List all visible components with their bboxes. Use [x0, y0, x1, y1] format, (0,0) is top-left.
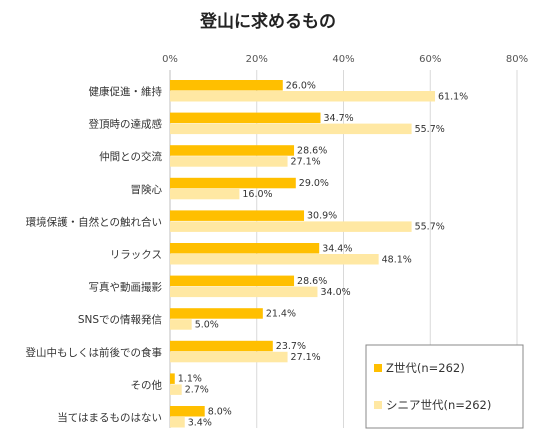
bar-z: [170, 373, 175, 384]
data-label: 16.0%: [242, 189, 272, 200]
category-label: 登山中もしくは前後での食事: [26, 346, 163, 359]
data-label: 34.0%: [320, 287, 350, 298]
bar-senior: [170, 417, 185, 428]
data-label: 27.1%: [291, 156, 321, 167]
bar-senior: [170, 123, 412, 135]
data-label: 21.4%: [266, 308, 296, 319]
data-label: 26.0%: [286, 80, 316, 91]
x-tick-label: 20%: [246, 54, 268, 65]
data-label: 34.7%: [324, 113, 354, 124]
category-label: 当てはまるものはない: [57, 411, 162, 424]
data-label: 48.1%: [382, 254, 412, 265]
x-tick-label: 40%: [332, 54, 354, 65]
category-labels: 健康促進・維持登頂時の達成感仲間との交流冒険心環境保護・自然との触れ合いリラック…: [26, 85, 163, 424]
bar-senior: [170, 384, 182, 395]
bar-senior: [170, 91, 436, 102]
category-label: 冒険心: [131, 184, 163, 196]
x-tick-label: 60%: [419, 54, 441, 65]
bar-senior: [170, 286, 318, 298]
data-label: 23.7%: [276, 341, 306, 352]
data-label: 55.7%: [415, 222, 445, 233]
bar-z: [170, 177, 296, 189]
bar-z: [170, 80, 283, 91]
category-label: 写真や動画撮影: [89, 281, 163, 294]
data-label: 30.9%: [307, 211, 337, 222]
data-label: 28.6%: [297, 276, 327, 287]
category-label: リラックス: [110, 249, 162, 261]
category-label: 仲間との交流: [99, 150, 162, 163]
category-label: 健康促進・維持: [89, 85, 163, 98]
x-axis-ticks: 0% 20% 40% 60% 80%: [162, 54, 528, 65]
category-label: SNSでの情報発信: [78, 313, 162, 326]
bar-z: [170, 243, 320, 254]
data-label: 29.0%: [299, 178, 329, 189]
x-tick-label: 0%: [162, 54, 178, 65]
chart-title: 登山に求めるもの: [199, 11, 336, 32]
legend-label-z: Z世代(n=262): [386, 361, 465, 375]
data-label: 2.7%: [185, 385, 209, 396]
bar-senior: [170, 221, 412, 232]
category-label: 登頂時の達成感: [89, 118, 163, 131]
data-label: 28.6%: [297, 145, 327, 156]
bar-senior: [170, 156, 288, 167]
data-label: 8.0%: [208, 406, 232, 417]
data-label: 3.4%: [188, 417, 212, 428]
bar-z: [170, 308, 263, 319]
bar-senior: [170, 351, 288, 363]
category-label: 環境保護・自然との触れ合い: [26, 215, 162, 228]
bars: 26.0%61.1%34.7%55.7%28.6%27.1%29.0%16.0%…: [170, 80, 468, 428]
legend: Z世代(n=262) シニア世代(n=262): [365, 344, 524, 429]
data-label: 61.1%: [438, 91, 468, 102]
bar-z: [170, 145, 295, 156]
data-label: 27.1%: [291, 352, 321, 363]
bar-z: [170, 112, 321, 124]
legend-label-senior: シニア世代(n=262): [386, 398, 491, 412]
bar-z: [170, 340, 273, 352]
bar-z: [170, 210, 305, 221]
category-label: その他: [131, 378, 163, 391]
bar-z: [170, 275, 295, 287]
x-tick-label: 80%: [506, 54, 528, 65]
legend-box: [365, 344, 524, 429]
data-label: 55.7%: [415, 124, 445, 135]
bar-senior: [170, 319, 192, 330]
data-label: 5.0%: [195, 319, 219, 330]
bar-senior: [170, 188, 240, 200]
data-label: 1.1%: [178, 374, 202, 385]
legend-swatch-senior: [374, 401, 382, 409]
bar-senior: [170, 254, 379, 265]
data-label: 34.4%: [322, 243, 352, 254]
legend-swatch-z: [374, 364, 382, 372]
bar-z: [170, 406, 205, 417]
